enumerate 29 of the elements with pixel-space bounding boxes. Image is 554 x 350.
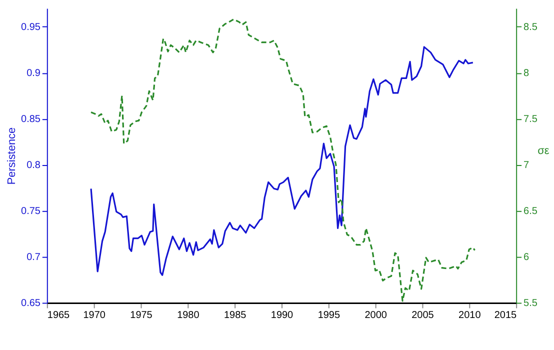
y2-axis-title: σε (538, 145, 550, 158)
x-tick-label: 2010 (458, 310, 482, 322)
y-tick-label: 0.9 (26, 68, 41, 80)
y-tick-label: 0.8 (26, 160, 41, 172)
y2-tick-label: 7 (524, 160, 530, 172)
y-axis-title: Persistence (6, 127, 18, 185)
x-tick-label: 1970 (83, 310, 106, 322)
y2-tick-label: 6.5 (524, 206, 538, 218)
line-series (90, 18, 476, 302)
x-tick-label: 1965 (47, 310, 70, 322)
y2-tick-label: 8.5 (524, 22, 538, 34)
y-tick-label: 0.85 (21, 114, 41, 126)
x-tick-label: 1990 (270, 310, 294, 322)
line-series (90, 46, 474, 276)
x-tick-label: 2005 (412, 310, 434, 322)
x-tick-label: 2015 (494, 310, 518, 322)
x-tick-label: 1995 (318, 310, 340, 322)
y-tick-label: 0.65 (21, 298, 41, 310)
y2-tick-label: 8 (524, 68, 530, 80)
y-tick-label: 0.95 (21, 22, 41, 34)
y-tick-label: 0.75 (21, 206, 41, 218)
x-tick-label: 1975 (130, 310, 153, 322)
x-tick-label: 2000 (364, 310, 388, 322)
y2-tick-label: 7.5 (524, 114, 538, 126)
x-tick-label: 1985 (224, 310, 247, 322)
y-tick-label: 0.7 (26, 252, 41, 264)
y2-tick-label: 6 (524, 252, 530, 264)
y2-tick-label: 5.5 (524, 298, 538, 310)
x-tick-label: 1980 (177, 310, 200, 322)
